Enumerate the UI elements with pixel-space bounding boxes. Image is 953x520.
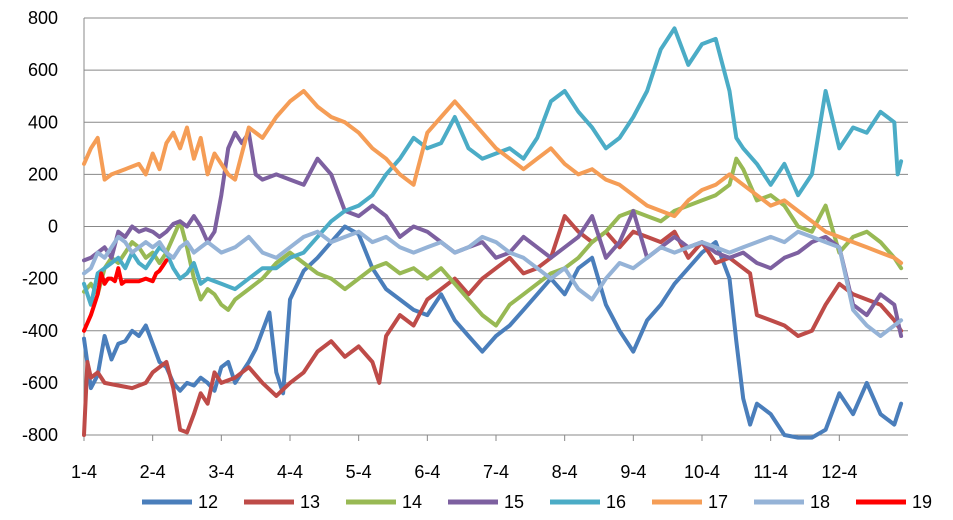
- series-line-18: [82, 229, 904, 338]
- x-tick-label: 4-4: [277, 462, 303, 482]
- legend-label: 14: [402, 492, 422, 512]
- y-tick-label: 200: [28, 164, 58, 184]
- y-tick-label: 600: [28, 60, 58, 80]
- x-axis: 1-4 2-4 3-4 4-4 5-4 6-4 7-4 8-4 9-4 10-4 11-4 12-4: [71, 435, 857, 482]
- y-tick-label: -200: [22, 269, 58, 289]
- x-tick-label: 6-4: [414, 462, 440, 482]
- y-tick-label: -600: [22, 373, 58, 393]
- x-tick-label: 8-4: [552, 462, 578, 482]
- y-tick-label: 0: [48, 217, 58, 237]
- x-tick-label: 3-4: [208, 462, 234, 482]
- series-lines: [82, 26, 904, 440]
- x-tick-label: 10-4: [684, 462, 720, 482]
- x-tick-label: 7-4: [483, 462, 509, 482]
- series-line-12: [82, 224, 904, 440]
- legend-label: 12: [198, 492, 218, 512]
- series-line-15: [82, 130, 904, 338]
- legend: 12 13 14 15 16 17 18 19: [142, 492, 932, 512]
- series-line-19: [82, 258, 169, 333]
- x-tick-label: 12-4: [821, 462, 857, 482]
- series-line-16: [82, 26, 904, 307]
- x-tick-label: 9-4: [620, 462, 646, 482]
- series-line-13: [82, 214, 904, 437]
- y-tick-label: 800: [28, 8, 58, 28]
- legend-label: 16: [606, 492, 626, 512]
- legend-label: 18: [810, 492, 830, 512]
- legend-label: 15: [504, 492, 524, 512]
- legend-label: 17: [708, 492, 728, 512]
- gridlines: [83, 17, 908, 436]
- y-axis-tick-labels: 800 600 400 200 0 -200 -400 -600 -800: [22, 8, 58, 445]
- legend-label: 19: [912, 492, 932, 512]
- x-tick-label: 5-4: [346, 462, 372, 482]
- x-tick-label: 11-4: [753, 462, 788, 482]
- y-tick-label: -400: [22, 321, 58, 341]
- series-line-17: [82, 89, 904, 265]
- y-tick-label: 400: [28, 112, 58, 132]
- legend-label: 13: [300, 492, 320, 512]
- x-tick-label: 2-4: [140, 462, 166, 482]
- x-tick-label: 1-4: [71, 462, 97, 482]
- y-tick-label: -800: [22, 425, 58, 445]
